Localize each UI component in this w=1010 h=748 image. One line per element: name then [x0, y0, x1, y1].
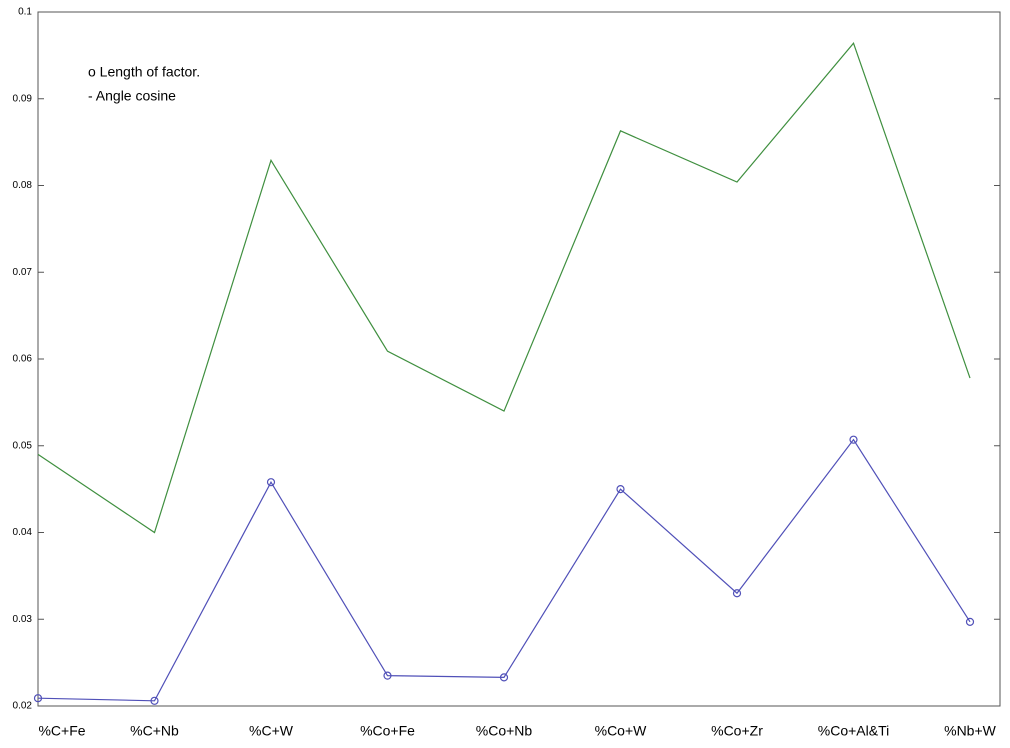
point-marker — [33, 694, 43, 703]
y-tick-label: 0.09 — [13, 93, 33, 104]
plot-frame — [37, 11, 1001, 707]
point-marker — [499, 673, 509, 682]
y-tick-label: 0.05 — [13, 440, 33, 451]
annotation: - Angle cosine — [88, 88, 176, 104]
y-tick-label: 0.1 — [18, 7, 32, 18]
line-series — [37, 42, 971, 534]
y-tick-label: 0.08 — [13, 180, 33, 191]
y-tick-label: 0.03 — [13, 614, 33, 625]
point-marker — [616, 485, 625, 494]
point-marker — [150, 696, 159, 705]
x-tick-label: %Co+Nb — [476, 723, 533, 739]
x-tick-label: %Co+W — [595, 723, 648, 739]
annotation: o Length of factor. — [88, 64, 200, 80]
x-tick-label: %C+W — [249, 723, 294, 739]
point-marker — [383, 671, 392, 680]
point-marker — [266, 478, 276, 487]
x-tick-label: %Co+Zr — [711, 723, 763, 739]
y-tick-label: 0.07 — [13, 267, 33, 278]
x-tick-label: %Nb+W — [944, 723, 997, 739]
point-marker — [732, 589, 742, 598]
line-series — [37, 438, 971, 702]
x-tick-label: %Co+Fe — [360, 723, 415, 739]
point-marker — [965, 617, 975, 626]
y-tick-label: 0.04 — [13, 527, 33, 538]
x-tick-label: %C+Fe — [38, 723, 85, 739]
x-tick-label: %C+Nb — [130, 723, 179, 739]
y-tick-label: 0.02 — [13, 701, 33, 712]
y-tick-label: 0.06 — [13, 354, 33, 365]
x-tick-label: %Co+Al&Ti — [818, 723, 889, 739]
point-marker — [849, 435, 858, 444]
